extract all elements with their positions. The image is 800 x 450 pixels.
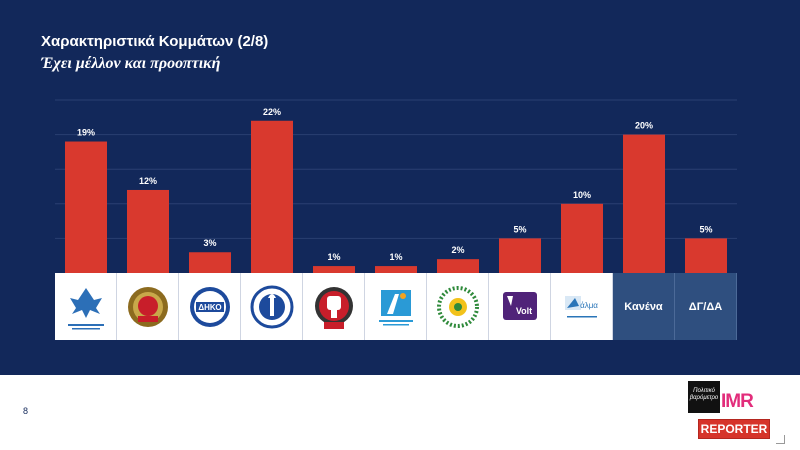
none-label: Κανένα	[613, 273, 675, 340]
bar-3	[251, 120, 293, 273]
page-number: 8	[23, 406, 29, 416]
bar-9	[623, 134, 665, 273]
edek-logo	[303, 273, 365, 340]
corner-mark-icon	[776, 435, 785, 444]
greens-logo	[427, 273, 489, 340]
slide-title: Χαρακτηριστικά Κομμάτων (2/8)	[41, 33, 269, 50]
disy-logo	[55, 273, 117, 340]
bar-4	[313, 266, 355, 273]
dove-mark-icon: άλμα	[564, 295, 598, 317]
alma-logo: άλμα	[551, 273, 613, 340]
value-label-6: 2%	[451, 245, 464, 255]
bar-1	[127, 189, 169, 273]
category-logo-row: ΔΗΚΟ	[55, 273, 737, 340]
wreath-emblem-icon	[127, 286, 168, 327]
svg-text:άλμα: άλμα	[580, 301, 598, 310]
value-label-4: 1%	[327, 252, 340, 262]
bar-6	[437, 259, 479, 273]
value-label-10: 5%	[699, 224, 712, 234]
bar-0	[65, 141, 107, 273]
akel-logo	[117, 273, 179, 340]
imr-logo: IMR	[721, 391, 754, 412]
diko-logo: ΔΗΚΟ	[179, 273, 241, 340]
bar-chart: 19% 12% 3% 22% 1% 1% 2% 5% 10% 20% 5%	[55, 99, 737, 273]
torch-wreath-emblem-icon	[250, 285, 293, 328]
bar-7	[499, 238, 541, 273]
dk-na-label: ΔΓ/ΔΑ	[675, 273, 737, 340]
figure-emblem-icon	[378, 289, 413, 325]
value-labels: 19% 12% 3% 22% 1% 1% 2% 5% 10% 20% 5%	[77, 107, 713, 262]
fist-emblem-icon	[314, 286, 353, 329]
volt-logo: Volt	[489, 273, 551, 340]
value-label-5: 1%	[389, 252, 402, 262]
bar-8	[561, 203, 603, 273]
bar-5	[375, 266, 417, 273]
bar-10	[685, 238, 727, 273]
value-label-3: 22%	[263, 107, 281, 117]
svg-text:Volt: Volt	[515, 306, 531, 316]
bars	[65, 120, 727, 273]
value-label-8: 10%	[573, 190, 591, 200]
eagle-emblem-icon	[67, 287, 104, 329]
political-barometer-logo: Πολιτικό βαρόμετρο	[688, 381, 720, 413]
value-label-0: 19%	[77, 128, 95, 138]
svg-text:ΔΗΚΟ: ΔΗΚΟ	[198, 303, 221, 312]
value-label-2: 3%	[203, 238, 216, 248]
flower-ring-emblem-icon	[436, 285, 479, 328]
value-label-9: 20%	[635, 121, 653, 131]
volt-mark-icon: Volt	[502, 291, 537, 320]
value-label-7: 5%	[513, 224, 526, 234]
bar-2	[189, 252, 231, 273]
value-label-1: 12%	[139, 176, 157, 186]
circle-badge-icon: ΔΗΚΟ	[189, 286, 230, 327]
dipa-logo	[365, 273, 427, 340]
elam-logo	[241, 273, 303, 340]
reporter-logo: REPORTER	[698, 419, 770, 439]
brand-logos: Πολιτικό βαρόμετρο IMR REPORTER	[688, 379, 785, 444]
slide-subtitle: Έχει μέλλον και προοπτική	[41, 55, 221, 72]
